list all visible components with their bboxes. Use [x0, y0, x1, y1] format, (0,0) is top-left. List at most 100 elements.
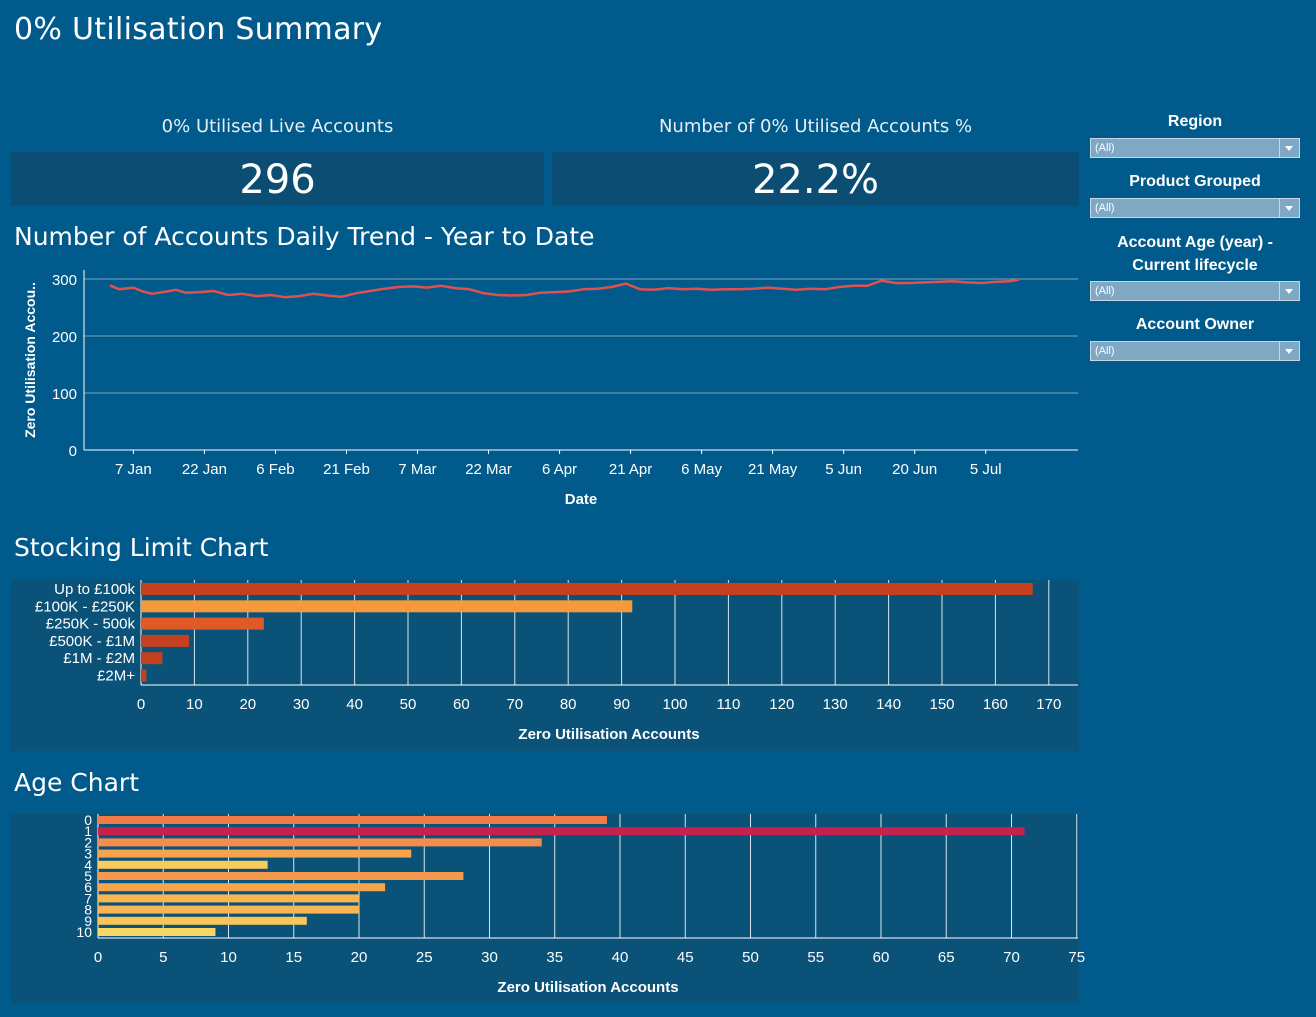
age-x-tick-label: 10: [220, 949, 237, 966]
stocking-x-tick-label: 40: [346, 696, 363, 713]
kpi-value-utilised-percent: 22.2%: [552, 152, 1079, 206]
age-bar: [98, 838, 542, 847]
trend-series-line: [109, 278, 1020, 299]
age-x-tick-label: 45: [677, 949, 694, 966]
stocking-x-tick-label: 10: [186, 696, 203, 713]
stocking-x-tick-label: 130: [823, 696, 848, 713]
age-x-axis-label: Zero Utilisation Accounts: [497, 979, 678, 996]
filter-label-region: Region: [1167, 113, 1223, 130]
stocking-category-label: £1M - £2M: [63, 650, 135, 667]
trend-x-tick-label: 22 Mar: [465, 461, 512, 478]
trend-y-tick-label: 100: [52, 386, 77, 403]
stocking-x-tick-label: 100: [662, 696, 687, 713]
age-chart-title: Age Chart: [14, 768, 139, 797]
chevron-down-icon[interactable]: [1279, 199, 1299, 217]
trend-x-axis-label: Date: [565, 491, 598, 508]
age-bar: [98, 928, 216, 936]
trend-x-tick-label: 7 Jan: [115, 461, 152, 478]
stocking-category-label: £500K - £1M: [49, 633, 135, 650]
age-x-tick-label: 30: [481, 949, 498, 966]
age-category-label: 9: [84, 913, 92, 929]
age-x-tick-label: 0: [94, 949, 102, 966]
kpi-value-live-accounts: 296: [11, 152, 544, 206]
trend-x-tick-label: 6 May: [681, 461, 722, 478]
age-bar: [98, 883, 386, 892]
trend-x-tick-label: 6 Apr: [542, 461, 577, 478]
region-dropdown-value: (All): [1095, 142, 1115, 154]
stocking-x-axis-label: Zero Utilisation Accounts: [518, 726, 699, 743]
trend-x-tick-label: 20 Jun: [892, 461, 937, 478]
age-x-tick-label: 65: [938, 949, 955, 966]
age-category-label: 1: [84, 823, 92, 839]
trend-x-tick-label: 6 Feb: [256, 461, 294, 478]
kpi-title-utilised-percent: Number of 0% Utilised Accounts %: [658, 116, 973, 137]
account-owner-dropdown[interactable]: (All): [1090, 341, 1300, 361]
age-x-tick-label: 50: [742, 949, 759, 966]
age-bar: [98, 860, 268, 869]
age-bar: [98, 872, 464, 880]
stocking-bar: [141, 583, 1033, 595]
age-bar: [98, 849, 412, 858]
age-x-tick-label: 5: [159, 949, 167, 966]
stocking-x-tick-label: 70: [506, 696, 523, 713]
chevron-down-icon[interactable]: [1279, 139, 1299, 157]
filter-label-account-age-line2: Current lifecycle: [1132, 257, 1258, 274]
age-chart: 0 5 10 15 20 25 30 35 40 45 50 55 60 65 70 750123456789…: [76, 814, 1085, 996]
age-x-tick-label: 40: [612, 949, 629, 966]
filter-label-account-age: Account Age (year) - Current lifecycle: [1090, 231, 1300, 277]
age-x-tick-label: 15: [285, 949, 302, 966]
trend-x-tick-label: 5 Jul: [970, 461, 1002, 478]
page-title: 0% Utilisation Summary: [14, 12, 383, 47]
stocking-x-tick-label: 170: [1036, 696, 1061, 713]
stocking-x-tick-label: 50: [400, 696, 417, 713]
age-category-label: 3: [84, 846, 92, 862]
age-category-label: 6: [84, 879, 92, 895]
stocking-x-tick-label: 90: [613, 696, 630, 713]
trend-y-tick-label: 0: [69, 443, 77, 460]
stocking-category-label: £250K - 500k: [46, 616, 136, 633]
filter-label-account-age-line1: Account Age (year) -: [1117, 234, 1273, 251]
account-age-dropdown-value: (All): [1095, 285, 1115, 297]
trend-y-tick-label: 300: [52, 272, 77, 289]
age-bar: [98, 905, 359, 914]
kpi-title-live-accounts: 0% Utilised Live Accounts: [161, 116, 394, 137]
age-x-tick-label: 70: [1003, 949, 1020, 966]
age-bar: [98, 894, 359, 903]
trend-x-tick-label: 21 Feb: [323, 461, 370, 478]
stocking-bar: [141, 634, 190, 647]
filter-label-product-grouped: Product Grouped: [1129, 173, 1261, 190]
trend-y-tick-label: 200: [52, 329, 77, 346]
trend-x-tick-label: 21 May: [748, 461, 798, 478]
age-x-tick-label: 75: [1068, 949, 1085, 966]
stocking-chart-title: Stocking Limit Chart: [14, 533, 269, 562]
stocking-bar: [141, 617, 264, 630]
age-x-tick-label: 25: [416, 949, 433, 966]
age-category-label: 2: [84, 834, 92, 850]
age-bar: [98, 916, 307, 925]
region-dropdown[interactable]: (All): [1090, 138, 1300, 158]
stocking-category-label: Up to £100k: [54, 581, 135, 598]
stocking-bar: [141, 669, 147, 682]
product-grouped-dropdown[interactable]: (All): [1090, 198, 1300, 218]
age-category-label: 0: [84, 814, 92, 828]
age-category-label: 5: [84, 868, 92, 884]
stocking-bar: [141, 600, 633, 613]
stocking-limit-chart: 0 10 20 30 40 50 60 70 80 90 100 110 120 130 140 150 160…: [35, 580, 1078, 743]
trend-x-tick-label: 5 Jun: [825, 461, 862, 478]
stocking-x-tick-label: 140: [876, 696, 901, 713]
age-category-label: 8: [84, 902, 92, 918]
age-x-tick-label: 35: [546, 949, 563, 966]
trend-x-tick-label: 22 Jan: [182, 461, 227, 478]
stocking-x-tick-label: 60: [453, 696, 470, 713]
age-category-label: 7: [84, 890, 92, 906]
account-age-dropdown[interactable]: (All): [1090, 281, 1300, 301]
stocking-x-tick-label: 30: [293, 696, 310, 713]
chevron-down-icon[interactable]: [1279, 342, 1299, 360]
trend-chart-title: Number of Accounts Daily Trend - Year to…: [14, 222, 595, 251]
account-owner-dropdown-value: (All): [1095, 345, 1115, 357]
age-bar: [98, 827, 1025, 836]
age-category-label: 4: [84, 857, 92, 873]
age-x-tick-label: 20: [351, 949, 368, 966]
chevron-down-icon[interactable]: [1279, 282, 1299, 300]
trend-x-tick-label: 7 Mar: [398, 461, 436, 478]
